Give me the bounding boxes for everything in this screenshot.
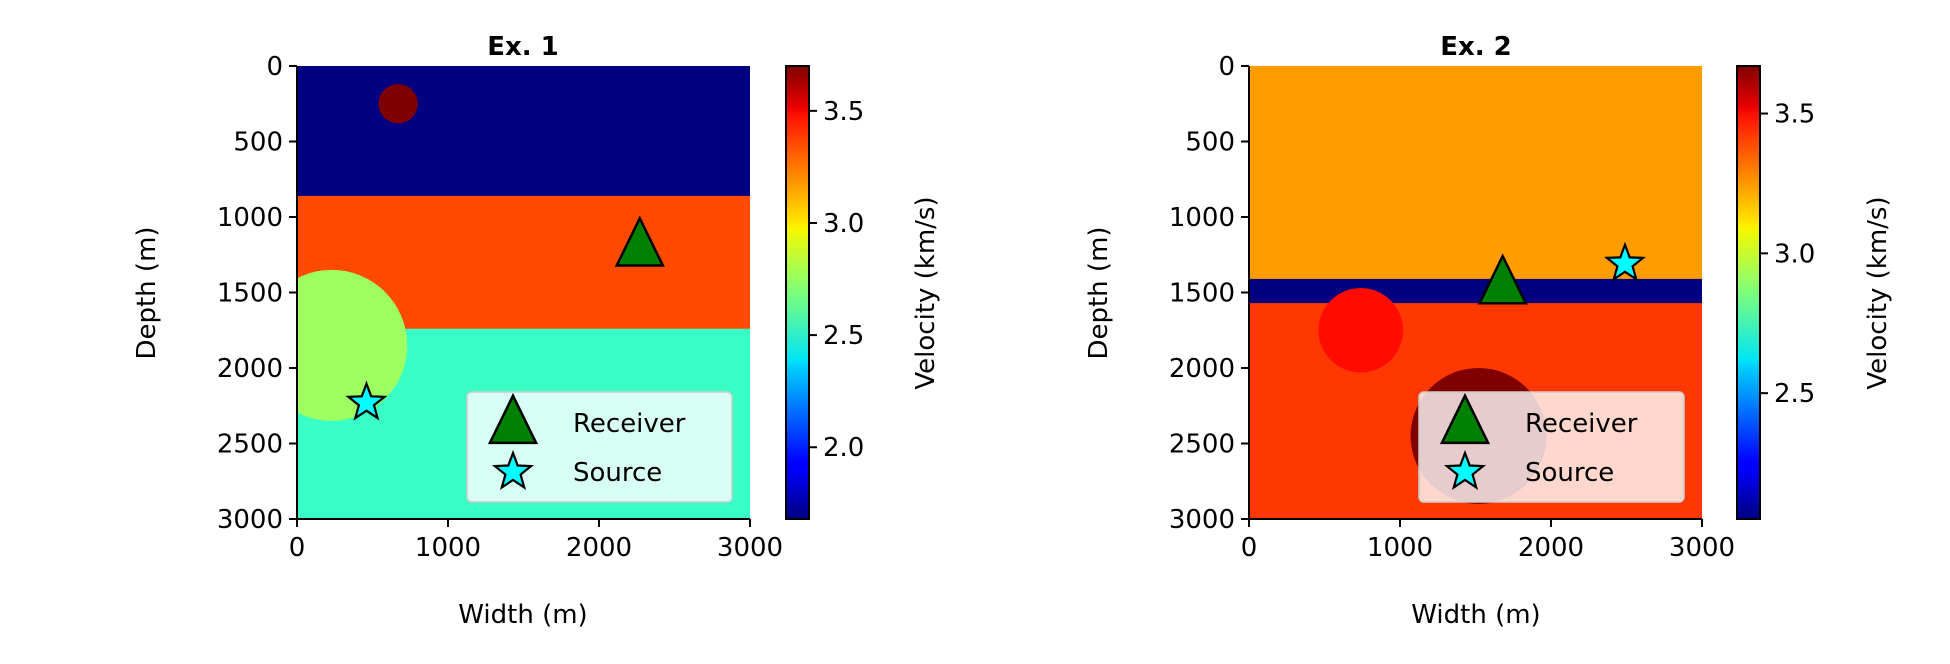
y-tick-label: 2500 [1169,430,1235,460]
colorbar-frame [785,65,810,520]
markers [345,215,665,421]
legend-label: Source [573,458,662,488]
colorbar-gradient [786,66,809,519]
y-axis-label: Depth (m) [132,226,162,359]
markers [1477,241,1647,305]
y-tick-label: 1500 [1169,279,1235,309]
x-axis-label: Width (m) [458,600,587,630]
y-tick-label: 0 [266,52,283,82]
y-tick-label: 2000 [217,354,283,384]
y-tick-label: 1000 [217,203,283,233]
x-axis: 0 1000 2000 3000 [289,519,783,563]
x-tick-label: 2000 [1518,533,1584,563]
legend: Receiver Source [1418,391,1685,503]
y-axis: 0 500 1000 1500 2000 2500 3000 [1169,52,1249,535]
x-axis-label: Width (m) [1411,600,1540,630]
legend-source-icon [491,449,535,490]
panel-ex2: Ex. 2 0 1000 2000 3000 0 500 1000 1500 2000 2500… [1084,32,1893,630]
panel-ex1: Ex. 1 0 1000 2000 3000 0 500 1000 1500 2000 2500… [132,32,941,630]
colorbar-tick-label: 3.5 [823,97,864,127]
legend-label: Receiver [1525,409,1638,439]
colorbar-tick-label: 3.0 [1774,239,1815,269]
colorbar-tick-label: 3.0 [823,209,864,239]
legend-box [1418,391,1685,503]
velocity-inclusion [1318,287,1404,373]
colorbar-label: Velocity (km/s) [1863,196,1893,389]
legend: Receiver Source [466,391,733,503]
legend-receiver-icon [1439,392,1491,445]
chart-title: Ex. 1 [487,32,559,62]
y-tick-label: 2000 [1169,354,1235,384]
velocity-layer [297,66,750,197]
colorbar-tick-label: 2.0 [823,433,864,463]
y-tick-label: 3000 [217,505,283,535]
velocity-layer [1249,278,1702,304]
legend-source-icon [1443,449,1487,490]
source-marker [1603,241,1647,282]
x-tick-label: 0 [1241,533,1258,563]
legend-box [466,391,733,503]
x-tick-label: 2000 [566,533,632,563]
y-tick-label: 1500 [217,279,283,309]
colorbar-gradient [1737,66,1760,519]
source-marker [345,380,388,421]
receiver-marker [614,215,665,267]
legend-label: Source [1525,458,1614,488]
x-tick-label: 1000 [415,533,481,563]
y-tick-label: 1000 [1169,203,1235,233]
colorbar-tick-label: 3.5 [1774,100,1815,130]
receiver-marker [1477,253,1528,305]
legend-receiver-icon [487,392,539,445]
y-tick-label: 500 [233,128,283,158]
x-tick-label: 3000 [717,533,783,563]
y-tick-label: 2500 [217,430,283,460]
x-tick-label: 1000 [1367,533,1433,563]
velocity-inclusion [297,269,408,421]
x-axis: 0 1000 2000 3000 [1241,519,1735,563]
legend-label: Receiver [573,409,686,439]
velocity-inclusion [378,84,418,124]
y-tick-label: 3000 [1169,505,1235,535]
chart-title: Ex. 2 [1440,32,1512,62]
y-axis-label: Depth (m) [1084,226,1114,359]
colorbar: 2.0 2.5 3.0 3.5 [785,65,864,520]
colorbar: 2.5 3.0 3.5 [1736,65,1815,520]
x-tick-label: 0 [289,533,306,563]
colorbar-label: Velocity (km/s) [911,196,941,389]
colorbar-frame [1736,65,1761,520]
colorbar-tick-label: 2.5 [1774,379,1815,409]
y-tick-label: 0 [1218,52,1235,82]
y-axis: 0 500 1000 1500 2000 2500 3000 [217,52,297,535]
x-tick-label: 3000 [1669,533,1735,563]
colorbar-tick-label: 2.5 [823,321,864,351]
velocity-layer [1249,66,1702,280]
y-tick-label: 500 [1185,128,1235,158]
